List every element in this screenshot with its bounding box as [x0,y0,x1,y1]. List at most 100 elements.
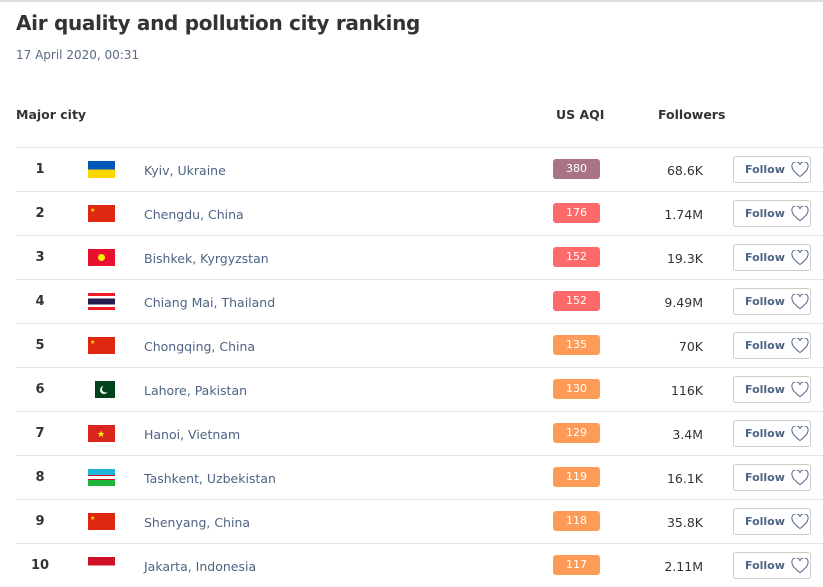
china-flag-icon: ★ [88,205,115,222]
ranking-table: 1 Kyiv, Ukraine 380 68.6K Follow 2 ★ Chen… [16,147,823,587]
follow-button[interactable]: Follow [733,420,811,447]
aqi-badge: 129 [553,423,600,443]
heart-icon [791,425,809,441]
followers-count: 35.8K [666,515,703,530]
rank: 8 [35,470,45,485]
page-title: Air quality and pollution city ranking [16,11,421,35]
rank: 2 [35,206,45,221]
follow-label: Follow [745,471,785,484]
city-link[interactable]: Tashkent, Uzbekistan [144,471,276,486]
heart-icon [791,249,809,265]
rank: 10 [30,558,50,573]
header-us-aqi[interactable]: US AQI [556,107,605,122]
follow-button[interactable]: Follow [733,376,811,403]
followers-count: 9.49M [664,295,703,310]
city-link[interactable]: Chengdu, China [144,207,244,222]
follow-label: Follow [745,295,785,308]
header-major-city: Major city [16,107,87,122]
city-link[interactable]: Shenyang, China [144,515,251,530]
follow-label: Follow [745,207,785,220]
table-row: 2 ★ Chengdu, China 176 1.74M Follow [16,191,823,235]
aqi-badge: 152 [553,291,600,311]
followers-count: 2.11M [664,559,703,574]
aqi-badge: 119 [553,467,600,487]
follow-label: Follow [745,515,785,528]
heart-icon [791,557,809,573]
rank: 3 [35,250,45,265]
follow-button[interactable]: Follow [733,464,811,491]
city-link[interactable]: Lahore, Pakistan [144,383,248,398]
ukraine-flag-icon [88,161,115,178]
indonesia-flag-icon [88,557,115,574]
follow-button[interactable]: Follow [733,288,811,315]
table-row: 6 Lahore, Pakistan 130 116K Follow [16,367,823,411]
followers-count: 68.6K [666,163,703,178]
city-link[interactable]: Chiang Mai, Thailand [144,295,276,310]
follow-label: Follow [745,163,785,176]
city-link[interactable]: Chongqing, China [144,339,256,354]
uzbekistan-flag-icon [88,469,115,486]
follow-label: Follow [745,427,785,440]
aqi-badge: 117 [553,555,600,575]
follow-button[interactable]: Follow [733,508,811,535]
followers-count: 19.3K [666,251,703,266]
heart-icon [791,205,809,221]
table-row: 5 ★ Chongqing, China 135 70K Follow [16,323,823,367]
svg-text:★: ★ [90,207,95,214]
followers-count: 16.1K [666,471,703,486]
follow-label: Follow [745,251,785,264]
aqi-badge: 118 [553,511,600,531]
table-row: 1 Kyiv, Ukraine 380 68.6K Follow [16,147,823,191]
heart-icon [791,513,809,529]
follow-label: Follow [745,383,785,396]
aqi-badge: 130 [553,379,600,399]
rank: 9 [35,514,45,529]
city-link[interactable]: Kyiv, Ukraine [144,163,226,178]
header-followers[interactable]: Followers [658,107,726,122]
table-row: 9 ★ Shenyang, China 118 35.8K Follow [16,499,823,543]
aqi-badge: 135 [553,335,600,355]
followers-count: 70K [678,339,703,354]
rank: 1 [35,162,45,177]
china-flag-icon: ★ [88,513,115,530]
followers-count: 116K [670,383,703,398]
kyrgyzstan-flag-icon [88,249,115,266]
follow-button[interactable]: Follow [733,244,811,271]
table-row: 4 Chiang Mai, Thailand 152 9.49M Follow [16,279,823,323]
table-row: 10 Jakarta, Indonesia 117 2.11M Follow [16,543,823,587]
heart-icon [791,161,809,177]
follow-label: Follow [745,559,785,572]
aqi-badge: 152 [553,247,600,267]
heart-icon [791,337,809,353]
china-flag-icon: ★ [88,337,115,354]
pakistan-flag-icon [88,381,115,398]
city-link[interactable]: Bishkek, Kyrgyzstan [144,251,269,266]
svg-text:★: ★ [97,430,105,440]
city-link[interactable]: Jakarta, Indonesia [144,559,257,574]
follow-button[interactable]: Follow [733,200,811,227]
follow-button[interactable]: Follow [733,552,811,579]
table-row: 7 ★ Hanoi, Vietnam 129 3.4M Follow [16,411,823,455]
svg-text:★: ★ [90,339,95,346]
table-row: 3 Bishkek, Kyrgyzstan 152 19.3K Follow [16,235,823,279]
aqi-badge: 380 [553,159,600,179]
timestamp: 17 April 2020, 00:31 [16,48,140,62]
heart-icon [791,293,809,309]
rank: 6 [35,382,45,397]
aqi-badge: 176 [553,203,600,223]
rank: 5 [35,338,45,353]
follow-button[interactable]: Follow [733,332,811,359]
table-row: 8 Tashkent, Uzbekistan 119 16.1K Follow [16,455,823,499]
city-link[interactable]: Hanoi, Vietnam [144,427,241,442]
followers-count: 3.4M [672,427,703,442]
svg-text:★: ★ [90,515,95,522]
vietnam-flag-icon: ★ [88,425,115,442]
rank: 4 [35,294,45,309]
heart-icon [791,381,809,397]
thailand-flag-icon [88,293,115,310]
heart-icon [791,469,809,485]
follow-label: Follow [745,339,785,352]
followers-count: 1.74M [664,207,703,222]
rank: 7 [35,426,45,441]
follow-button[interactable]: Follow [733,156,811,183]
